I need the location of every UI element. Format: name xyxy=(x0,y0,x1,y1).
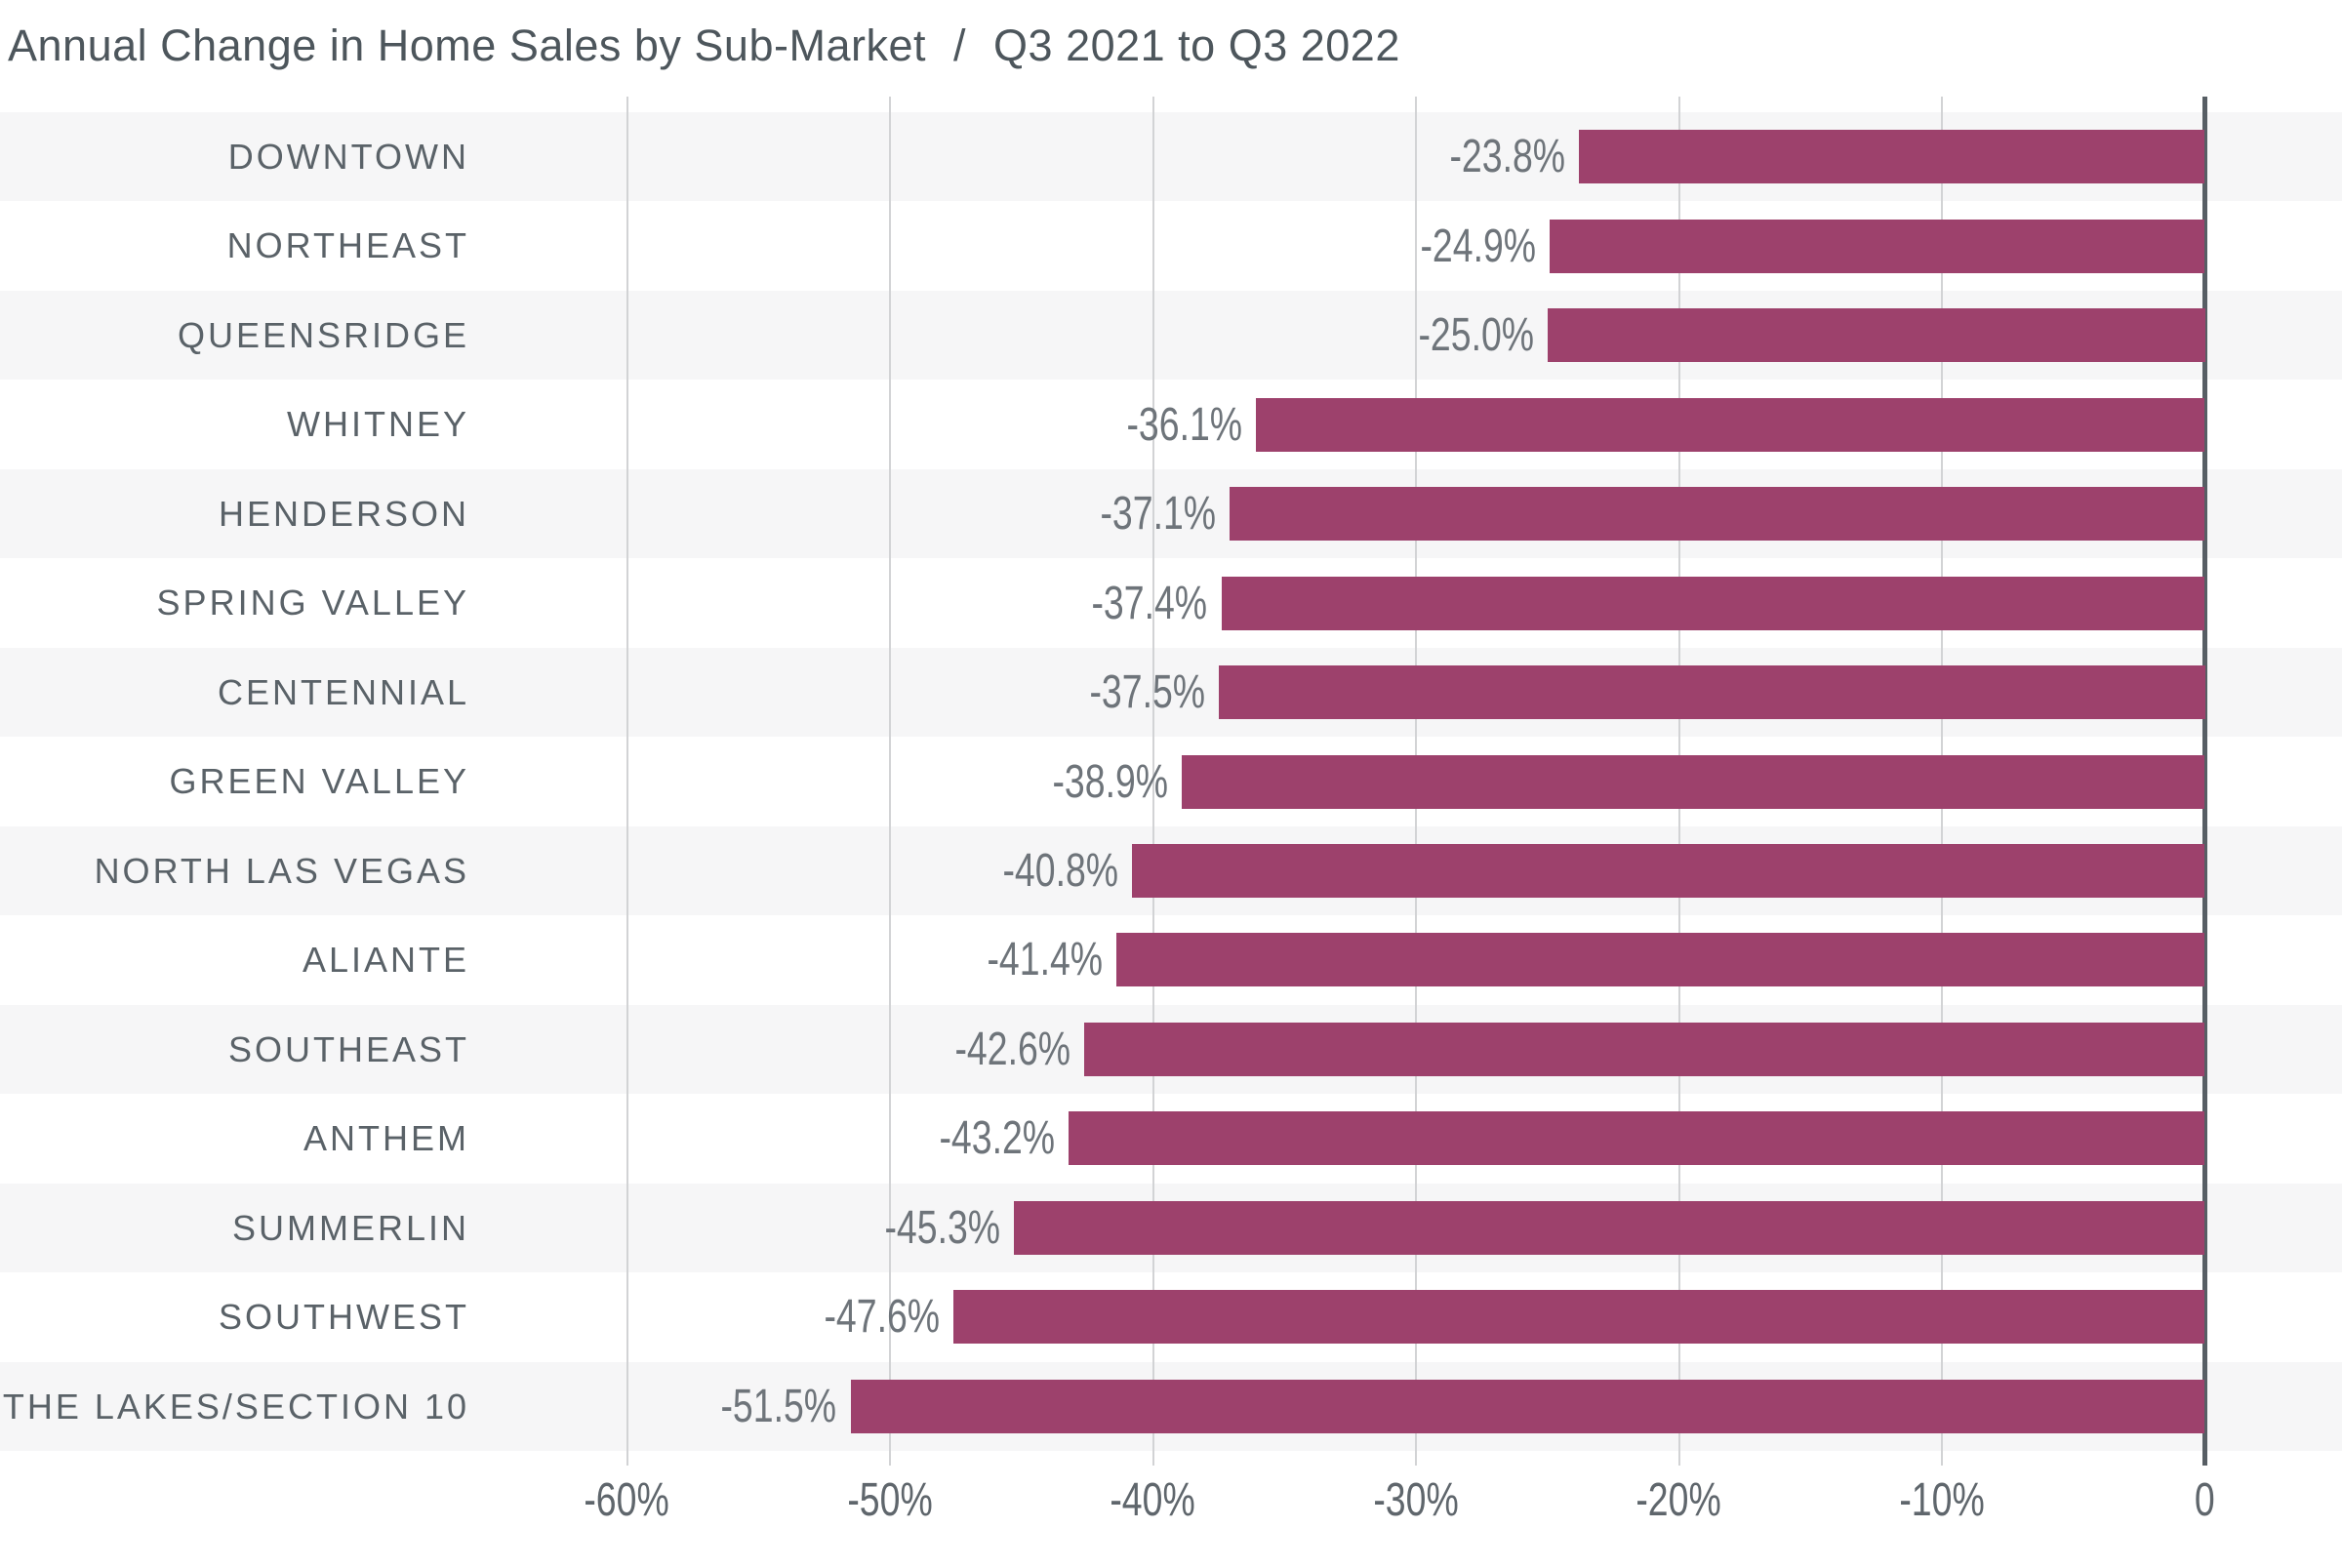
value-label-text: -37.5% xyxy=(1089,666,1205,719)
value-label-text: -40.8% xyxy=(1002,844,1118,897)
chart-title-main: Annual Change in Home Sales by Sub-Marke… xyxy=(8,20,927,70)
value-label-text: -41.4% xyxy=(987,934,1103,986)
value-label: -43.2% xyxy=(0,1111,1056,1165)
bar xyxy=(1131,843,2205,898)
bar xyxy=(1013,1200,2205,1255)
category-label: CENTENNIAL xyxy=(217,671,469,712)
x-tick-label: 0 xyxy=(2098,1475,2313,1526)
x-tick-label: -30% xyxy=(1309,1475,1523,1526)
value-label: -36.1% xyxy=(0,398,1242,452)
x-tick-label-text: -50% xyxy=(847,1474,933,1526)
bar xyxy=(1547,308,2205,363)
x-tick-label: -60% xyxy=(520,1475,735,1526)
value-label: -37.5% xyxy=(0,665,1205,719)
chart-title-separator: / xyxy=(953,20,967,70)
category-label: SOUTHEAST xyxy=(227,1028,469,1069)
value-label-text: -42.6% xyxy=(954,1023,1071,1075)
value-label: -37.1% xyxy=(0,487,1216,541)
value-label: -38.9% xyxy=(0,755,1169,809)
bar xyxy=(1084,1022,2205,1076)
category-label: WHITNEY xyxy=(287,404,469,445)
x-tick-label-text: 0 xyxy=(2195,1474,2215,1526)
value-label: -24.9% xyxy=(0,220,1537,273)
bar xyxy=(1550,219,2205,273)
category-label: HENDERSON xyxy=(218,493,469,534)
category-label: SUMMERLIN xyxy=(231,1207,469,1248)
x-tick-label: -50% xyxy=(783,1475,997,1526)
value-label-text: -47.6% xyxy=(824,1291,940,1344)
gridline xyxy=(626,97,628,1466)
category-label: GREEN VALLEY xyxy=(169,761,469,802)
x-tick-label-text: -10% xyxy=(1899,1474,1985,1526)
value-label-text: -51.5% xyxy=(720,1380,837,1432)
value-label: -45.3% xyxy=(0,1201,1000,1255)
value-label: -25.0% xyxy=(0,308,1534,362)
gridline xyxy=(889,97,891,1466)
value-label-text: -38.9% xyxy=(1052,755,1169,808)
value-label-text: -25.0% xyxy=(1418,309,1534,362)
x-tick-label: -20% xyxy=(1572,1475,1787,1526)
x-tick-label: -40% xyxy=(1046,1475,1261,1526)
category-label: ALIANTE xyxy=(302,940,469,981)
value-label: -40.8% xyxy=(0,844,1118,898)
bar xyxy=(1115,933,2205,987)
value-label-text: -37.1% xyxy=(1100,488,1216,541)
bar xyxy=(1579,130,2205,184)
value-label: -42.6% xyxy=(0,1023,1071,1076)
value-label: -23.8% xyxy=(0,130,1565,183)
x-tick-label-text: -30% xyxy=(1373,1474,1459,1526)
bar xyxy=(1221,576,2205,630)
chart-title: Annual Change in Home Sales by Sub-Marke… xyxy=(8,18,1400,74)
category-label: DOWNTOWN xyxy=(227,137,469,177)
category-label: ANTHEM xyxy=(303,1118,469,1159)
x-tick-label: -10% xyxy=(1835,1475,2049,1526)
category-label: QUEENSRIDGE xyxy=(177,314,469,355)
category-label: THE LAKES/SECTION 10 xyxy=(2,1386,469,1427)
value-label-text: -43.2% xyxy=(939,1112,1056,1165)
value-label: -51.5% xyxy=(0,1380,837,1433)
category-label: NORTHEAST xyxy=(226,225,469,266)
value-label-text: -23.8% xyxy=(1449,131,1566,183)
bar xyxy=(1229,487,2205,542)
chart-title-period: Q3 2021 to Q3 2022 xyxy=(993,20,1400,70)
bar xyxy=(1182,754,2205,809)
bar xyxy=(850,1379,2205,1433)
value-label-text: -37.4% xyxy=(1091,577,1208,629)
value-label: -37.4% xyxy=(0,577,1208,630)
x-tick-label-text: -40% xyxy=(1110,1474,1196,1526)
value-label: -47.6% xyxy=(0,1290,940,1344)
x-tick-label-text: -60% xyxy=(584,1474,670,1526)
bar xyxy=(1255,397,2205,452)
value-label-text: -45.3% xyxy=(884,1201,1000,1254)
value-label-text: -36.1% xyxy=(1125,398,1242,451)
value-label: -41.4% xyxy=(0,933,1103,986)
bar xyxy=(952,1290,2205,1345)
gridline xyxy=(1151,97,1154,1466)
category-label: NORTH LAS VEGAS xyxy=(94,850,469,891)
zero-axis-line xyxy=(2202,97,2207,1466)
category-label: SPRING VALLEY xyxy=(156,583,469,623)
bar xyxy=(1218,665,2205,720)
value-label-text: -24.9% xyxy=(1420,220,1537,272)
x-tick-label-text: -20% xyxy=(1635,1474,1722,1526)
category-label: SOUTHWEST xyxy=(219,1297,469,1338)
bar xyxy=(1069,1111,2205,1166)
